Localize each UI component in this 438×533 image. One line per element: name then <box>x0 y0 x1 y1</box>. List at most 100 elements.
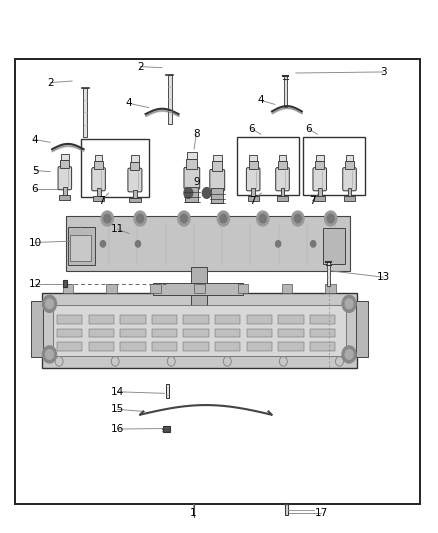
Bar <box>68 227 95 265</box>
Text: 7: 7 <box>249 196 256 206</box>
Circle shape <box>327 214 334 223</box>
FancyBboxPatch shape <box>246 168 260 191</box>
Text: 3: 3 <box>380 67 387 77</box>
Bar <box>152 342 177 351</box>
Bar <box>303 137 365 195</box>
Bar <box>213 155 222 161</box>
Bar <box>153 283 243 295</box>
Bar <box>120 316 145 324</box>
FancyBboxPatch shape <box>66 216 350 271</box>
Bar <box>318 189 321 197</box>
Bar <box>150 284 161 293</box>
Bar <box>356 301 368 357</box>
Bar <box>187 152 197 158</box>
Bar <box>191 266 207 312</box>
Text: 4: 4 <box>126 99 133 108</box>
Bar <box>186 158 198 169</box>
Text: 15: 15 <box>111 405 124 414</box>
Bar <box>61 154 69 160</box>
Bar <box>83 88 88 137</box>
Circle shape <box>311 241 316 247</box>
Circle shape <box>134 211 146 226</box>
Circle shape <box>345 299 353 309</box>
FancyBboxPatch shape <box>313 168 326 191</box>
FancyBboxPatch shape <box>92 168 105 191</box>
Bar <box>248 197 258 201</box>
Circle shape <box>104 214 111 223</box>
Bar <box>81 139 149 197</box>
Circle shape <box>276 241 281 247</box>
Bar <box>279 329 304 337</box>
Text: 10: 10 <box>28 238 42 247</box>
Bar <box>120 342 145 351</box>
Bar <box>284 76 287 107</box>
Text: 7: 7 <box>309 196 316 206</box>
Bar <box>237 137 299 195</box>
Bar <box>215 329 240 337</box>
Bar <box>247 329 272 337</box>
Circle shape <box>137 214 144 223</box>
Circle shape <box>217 211 230 226</box>
Bar <box>63 280 67 287</box>
Circle shape <box>220 214 227 223</box>
Bar <box>168 75 172 124</box>
Bar <box>327 262 330 286</box>
Circle shape <box>294 214 301 223</box>
Circle shape <box>342 346 356 363</box>
Text: 9: 9 <box>193 177 200 187</box>
FancyBboxPatch shape <box>184 167 200 189</box>
Bar <box>120 329 145 337</box>
Bar <box>57 316 82 324</box>
Bar <box>106 284 117 293</box>
FancyBboxPatch shape <box>276 168 290 191</box>
Bar <box>53 305 346 356</box>
Bar <box>314 197 325 201</box>
Text: 12: 12 <box>28 279 42 288</box>
Bar <box>59 196 70 200</box>
Bar <box>238 284 248 293</box>
Bar <box>96 189 101 197</box>
Circle shape <box>342 295 356 312</box>
Bar <box>129 198 141 202</box>
Bar <box>285 504 288 515</box>
FancyBboxPatch shape <box>58 167 71 190</box>
Bar <box>344 197 355 201</box>
Circle shape <box>202 188 211 198</box>
Text: 13: 13 <box>377 272 390 282</box>
Bar <box>131 161 139 169</box>
Text: 6: 6 <box>248 124 255 134</box>
Bar <box>215 316 240 324</box>
Circle shape <box>135 241 141 247</box>
Bar <box>163 426 170 432</box>
Bar <box>282 284 292 293</box>
Bar <box>316 155 324 161</box>
Circle shape <box>292 211 304 226</box>
Circle shape <box>42 346 57 363</box>
Bar <box>60 160 69 168</box>
Circle shape <box>100 241 106 247</box>
Bar <box>185 187 198 202</box>
Bar <box>94 161 103 169</box>
Bar <box>249 155 257 161</box>
Text: 11: 11 <box>111 224 124 234</box>
Circle shape <box>46 299 53 309</box>
Bar <box>211 189 223 203</box>
Bar <box>88 342 114 351</box>
Text: 14: 14 <box>111 387 124 397</box>
Bar <box>15 59 420 504</box>
Bar <box>95 155 102 161</box>
Bar <box>348 189 352 197</box>
Text: 8: 8 <box>193 130 200 139</box>
Bar <box>346 155 353 161</box>
Bar <box>131 155 139 161</box>
Text: 2: 2 <box>47 78 54 87</box>
Circle shape <box>345 350 353 359</box>
Bar <box>152 329 177 337</box>
Circle shape <box>184 188 193 198</box>
Bar <box>31 301 43 357</box>
Text: 6: 6 <box>305 124 312 134</box>
Bar <box>310 329 336 337</box>
Bar <box>345 161 354 169</box>
Text: 1: 1 <box>189 508 196 518</box>
Circle shape <box>180 214 187 223</box>
